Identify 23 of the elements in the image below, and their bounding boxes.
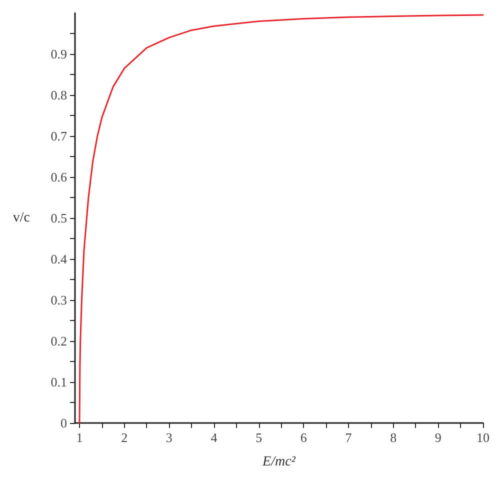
x-tick-label: 3 [166,430,172,445]
y-tick-label: 0.4 [50,252,68,266]
x-tick-label: 5 [256,430,262,445]
x-tick-label: 4 [210,430,218,445]
y-tick-label: 0.3 [50,292,67,308]
x-tick-label: 6 [300,430,308,445]
x-tick-label: 7 [345,430,352,445]
y-tick-label: 0.1 [50,374,67,390]
x-tick-label: 9 [434,430,442,445]
y-tick-label: 0.5 [50,210,67,226]
x-tick-label: 1 [76,430,83,445]
x-tick-label: 10 [476,430,490,445]
y-tick-label: 0.2 [50,334,67,348]
y-tick-label: 0.8 [50,88,67,102]
y-tick-label: 0.6 [50,170,68,184]
y-tick-label: 0.7 [50,128,68,144]
x-tick-label: 2 [121,430,128,445]
y-axis-title: v/c [12,210,30,226]
line-series [78,14,484,424]
x-tick-label: 8 [390,430,397,445]
x-axis-title: E/mc² [262,454,296,470]
y-tick-label: 0 [60,416,67,430]
y-tick-label: 0.9 [50,46,67,62]
